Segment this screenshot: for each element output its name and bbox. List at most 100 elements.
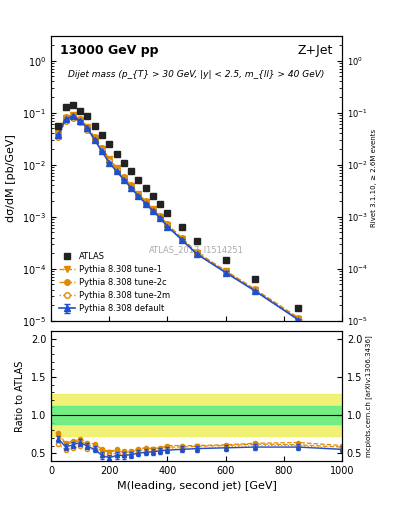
Bar <box>51 406 342 424</box>
Pythia 8.308 tune-1 <box>252 287 257 293</box>
Text: ATLAS_2017_I1514251: ATLAS_2017_I1514251 <box>149 245 244 254</box>
Pythia 8.308 tune-2m <box>85 126 90 133</box>
Pythia 8.308 tune-2m <box>340 345 344 351</box>
Pythia 8.308 tune-1 <box>151 206 155 212</box>
Pythia 8.308 tune-2m <box>71 115 75 121</box>
Pythia 8.308 tune-1 <box>107 156 112 162</box>
ATLAS <box>121 160 126 166</box>
Pythia 8.308 tune-1 <box>158 214 163 220</box>
Pythia 8.308 tune-2m <box>107 158 112 164</box>
ATLAS <box>143 185 148 191</box>
Pythia 8.308 tune-1 <box>223 268 228 274</box>
ATLAS <box>63 104 68 110</box>
Pythia 8.308 tune-2m <box>56 134 61 140</box>
Pythia 8.308 tune-1 <box>296 316 301 322</box>
Pythia 8.308 tune-1 <box>56 131 61 137</box>
Pythia 8.308 tune-2c <box>121 174 126 180</box>
Pythia 8.308 tune-2c <box>56 129 61 135</box>
ATLAS <box>136 177 141 183</box>
ATLAS <box>158 200 163 206</box>
Text: 13000 GeV pp: 13000 GeV pp <box>60 45 158 57</box>
Pythia 8.308 tune-1 <box>136 191 141 198</box>
Pythia 8.308 tune-2m <box>78 119 83 125</box>
Pythia 8.308 tune-2m <box>143 200 148 206</box>
Line: Pythia 8.308 tune-2c: Pythia 8.308 tune-2c <box>55 112 345 349</box>
Pythia 8.308 tune-1 <box>143 199 148 205</box>
ATLAS <box>223 257 228 263</box>
Pythia 8.308 tune-2c <box>143 198 148 204</box>
ATLAS <box>129 168 134 174</box>
Line: Pythia 8.308 tune-1: Pythia 8.308 tune-1 <box>55 112 345 349</box>
ATLAS <box>114 151 119 157</box>
Pythia 8.308 tune-2c <box>165 221 170 227</box>
Bar <box>51 394 342 436</box>
Pythia 8.308 tune-2m <box>121 176 126 182</box>
Text: Dijet mass (p_{T} > 30 GeV, |y| < 2.5, m_{ll} > 40 GeV): Dijet mass (p_{T} > 30 GeV, |y| < 2.5, m… <box>68 70 325 79</box>
Y-axis label: Rivet 3.1.10, ≥ 2.6M events: Rivet 3.1.10, ≥ 2.6M events <box>371 130 376 227</box>
Pythia 8.308 tune-2m <box>252 287 257 293</box>
ATLAS <box>78 108 83 114</box>
Pythia 8.308 tune-1 <box>114 165 119 172</box>
X-axis label: M(leading, second jet) [GeV]: M(leading, second jet) [GeV] <box>117 481 276 491</box>
ATLAS <box>92 123 97 130</box>
Pythia 8.308 tune-2c <box>63 114 68 120</box>
ATLAS <box>252 275 257 282</box>
Pythia 8.308 tune-2m <box>158 215 163 221</box>
Y-axis label: dσ/dM [pb/GeV]: dσ/dM [pb/GeV] <box>6 135 17 222</box>
Y-axis label: mcplots.cern.ch [arXiv:1306.3436]: mcplots.cern.ch [arXiv:1306.3436] <box>365 335 372 457</box>
Pythia 8.308 tune-2m <box>180 237 184 243</box>
Pythia 8.308 tune-2c <box>129 182 134 188</box>
Pythia 8.308 tune-2c <box>71 112 75 118</box>
Pythia 8.308 tune-1 <box>71 112 75 118</box>
ATLAS <box>194 238 199 244</box>
Pythia 8.308 tune-1 <box>165 222 170 228</box>
Pythia 8.308 tune-1 <box>180 236 184 242</box>
Pythia 8.308 tune-2m <box>63 118 68 124</box>
Pythia 8.308 tune-2c <box>92 134 97 140</box>
Pythia 8.308 tune-1 <box>92 135 97 141</box>
ATLAS <box>296 305 301 311</box>
ATLAS <box>340 331 344 337</box>
Line: Pythia 8.308 tune-2m: Pythia 8.308 tune-2m <box>55 115 345 351</box>
Pythia 8.308 tune-2c <box>158 214 163 220</box>
Pythia 8.308 tune-1 <box>340 344 344 350</box>
Pythia 8.308 tune-1 <box>100 146 105 152</box>
Pythia 8.308 tune-2c <box>151 206 155 212</box>
Pythia 8.308 tune-2c <box>180 235 184 241</box>
Pythia 8.308 tune-2c <box>194 249 199 255</box>
ATLAS <box>107 141 112 147</box>
Pythia 8.308 tune-2m <box>296 316 301 322</box>
Pythia 8.308 tune-2c <box>252 286 257 292</box>
Pythia 8.308 tune-2m <box>136 192 141 198</box>
Pythia 8.308 tune-1 <box>121 175 126 181</box>
Pythia 8.308 tune-2c <box>340 343 344 349</box>
Pythia 8.308 tune-1 <box>194 249 199 255</box>
Pythia 8.308 tune-2c <box>223 268 228 274</box>
Pythia 8.308 tune-2c <box>114 164 119 170</box>
Pythia 8.308 tune-1 <box>78 117 83 123</box>
Pythia 8.308 tune-2m <box>129 184 134 190</box>
ATLAS <box>85 113 90 119</box>
ATLAS <box>100 132 105 138</box>
Text: Z+Jet: Z+Jet <box>298 45 333 57</box>
Pythia 8.308 tune-2c <box>100 145 105 151</box>
Legend: ATLAS, Pythia 8.308 tune-1, Pythia 8.308 tune-2c, Pythia 8.308 tune-2m, Pythia 8: ATLAS, Pythia 8.308 tune-1, Pythia 8.308… <box>55 248 174 317</box>
ATLAS <box>56 123 61 130</box>
Pythia 8.308 tune-2m <box>223 269 228 275</box>
Pythia 8.308 tune-1 <box>129 183 134 189</box>
Pythia 8.308 tune-1 <box>63 115 68 121</box>
Pythia 8.308 tune-2m <box>100 147 105 153</box>
Pythia 8.308 tune-2c <box>85 123 90 130</box>
Pythia 8.308 tune-2m <box>165 223 170 229</box>
ATLAS <box>71 102 75 108</box>
Pythia 8.308 tune-2m <box>114 167 119 173</box>
Pythia 8.308 tune-2m <box>151 208 155 214</box>
Pythia 8.308 tune-1 <box>85 124 90 131</box>
ATLAS <box>165 209 170 216</box>
Y-axis label: Ratio to ATLAS: Ratio to ATLAS <box>15 360 25 432</box>
Pythia 8.308 tune-2c <box>296 315 301 321</box>
Line: ATLAS: ATLAS <box>55 102 345 338</box>
Pythia 8.308 tune-2c <box>136 190 141 197</box>
Pythia 8.308 tune-2m <box>92 137 97 143</box>
ATLAS <box>180 223 184 229</box>
